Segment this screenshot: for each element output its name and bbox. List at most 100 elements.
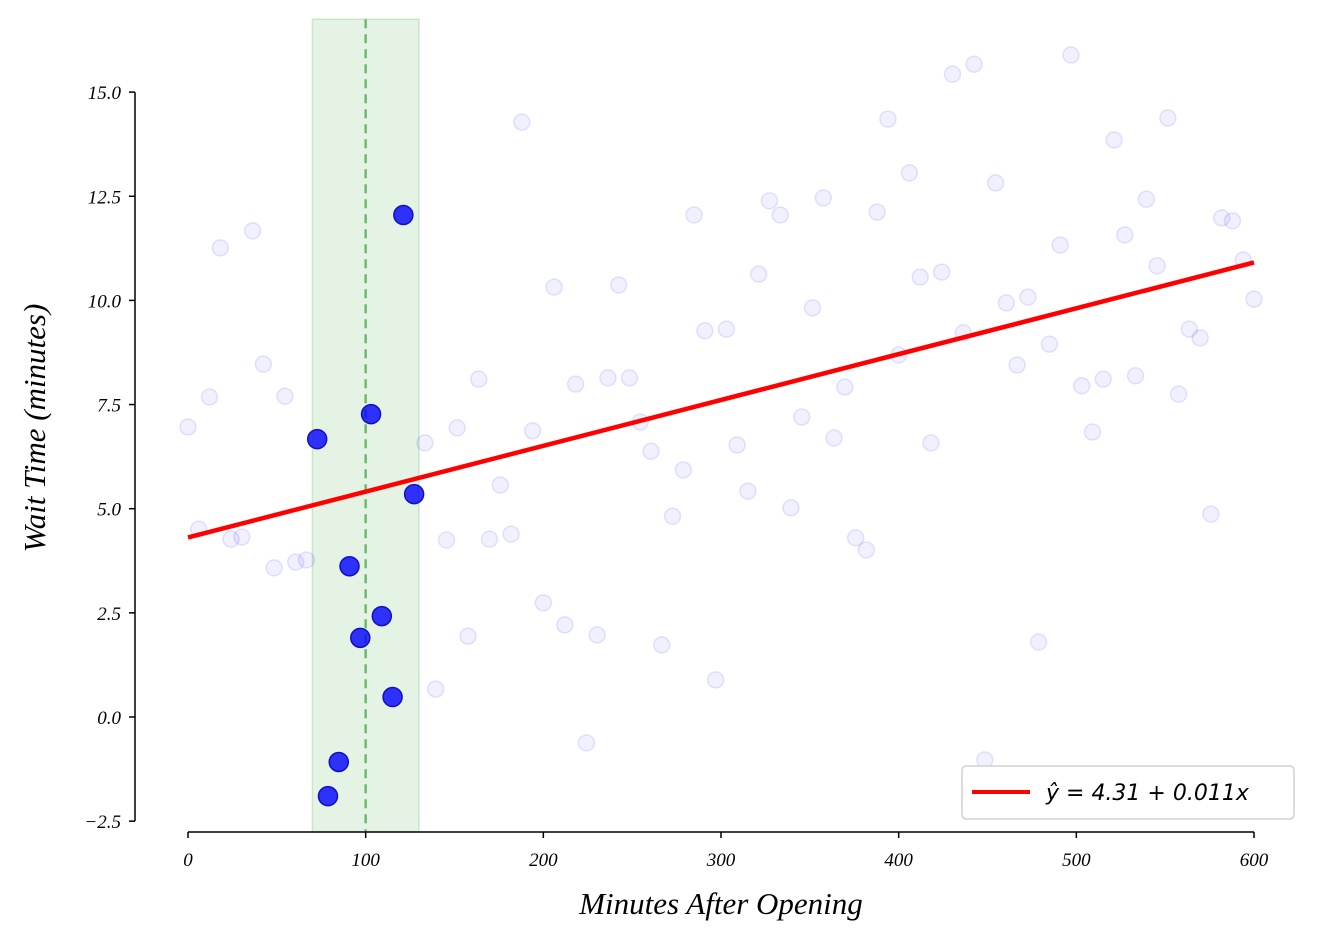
background-point	[1148, 257, 1166, 275]
legend: ŷ = 4.31 + 0.011x	[961, 765, 1295, 820]
x-tick-label: 200	[529, 850, 558, 871]
highlighted-point	[350, 627, 371, 649]
x-tick-label: 600	[1240, 850, 1269, 871]
background-point	[599, 369, 617, 387]
background-point	[653, 636, 671, 654]
background-point	[265, 559, 283, 577]
background-point	[286, 553, 305, 571]
y-axis-label: Wait Time (minutes)	[17, 304, 52, 553]
background-point	[588, 626, 606, 644]
x-tick-label: 400	[884, 850, 913, 871]
background-point	[739, 482, 757, 500]
background-point	[728, 436, 746, 454]
background-point	[825, 429, 843, 447]
background-point	[706, 671, 725, 689]
background-point	[545, 278, 563, 296]
background-point	[276, 387, 294, 405]
background-point	[1126, 367, 1145, 385]
background-point	[868, 203, 886, 221]
highlighted-point	[371, 605, 393, 627]
background-point	[749, 265, 768, 283]
background-point	[879, 110, 897, 128]
fit-line-layer	[187, 260, 1255, 540]
highlighted-point	[317, 785, 339, 807]
background-point	[663, 507, 682, 525]
axes: −2.5 0.0 2.5 5.0 7.5 10.0 12.5 15.0 0 100 200 300 40…	[84, 83, 1268, 871]
x-tick-label: 0	[183, 850, 193, 871]
background-point	[426, 680, 445, 698]
y-tick-label: 12.5	[88, 187, 121, 208]
x-tick-label: 500	[1062, 850, 1091, 871]
background-point	[922, 434, 940, 452]
background-point	[609, 276, 628, 294]
highlighted-point	[328, 751, 349, 773]
background-point	[566, 375, 585, 393]
y-tick-label: 5.0	[97, 500, 121, 521]
background-point	[1159, 109, 1177, 127]
background-point	[179, 418, 197, 436]
highlighted-point	[339, 555, 360, 577]
background-point	[1105, 131, 1123, 149]
background-point	[717, 320, 736, 338]
highlighted-point	[393, 204, 414, 226]
background-point	[459, 627, 477, 645]
background-point	[932, 263, 951, 281]
background-point	[1019, 288, 1037, 306]
background-point	[480, 530, 499, 548]
background-point	[685, 206, 703, 224]
highlight-window-layer	[311, 18, 420, 833]
background-point	[523, 422, 542, 440]
background-point	[1116, 226, 1134, 244]
highlighted-point	[306, 428, 328, 450]
background-point	[1169, 385, 1188, 403]
background-point	[836, 378, 854, 396]
background-point	[243, 222, 262, 240]
background-point	[491, 476, 510, 494]
background-point	[1245, 290, 1263, 308]
background-point	[782, 499, 800, 517]
background-point	[200, 388, 219, 406]
y-tick-label: 0.0	[97, 708, 121, 729]
background-point	[1040, 335, 1059, 353]
background-point	[1137, 190, 1156, 208]
fit-line	[187, 260, 1255, 540]
y-tick-label: 2.5	[97, 604, 121, 625]
background-point	[943, 65, 962, 83]
background-point	[1191, 329, 1209, 347]
background-point	[437, 531, 456, 549]
background-point	[1008, 356, 1026, 374]
background-points	[179, 46, 1263, 769]
background-point	[222, 530, 240, 548]
background-point	[1072, 377, 1091, 395]
background-point	[771, 206, 789, 224]
y-tick-label: 7.5	[97, 396, 121, 417]
x-tick-label: 300	[706, 850, 736, 871]
background-point	[986, 174, 1005, 192]
legend-label: ŷ = 4.31 + 0.011x	[1045, 781, 1250, 806]
highlighted-points	[306, 204, 425, 807]
background-point	[1202, 505, 1220, 523]
background-point	[1062, 46, 1080, 64]
highlighted-point	[403, 483, 425, 505]
background-point	[513, 113, 531, 131]
background-point	[911, 268, 929, 286]
highlighted-point	[382, 686, 403, 708]
background-point	[1029, 633, 1048, 651]
background-point	[1094, 370, 1113, 388]
background-point	[1223, 212, 1242, 230]
background-point	[696, 322, 714, 340]
background-point	[233, 528, 251, 546]
background-point	[814, 189, 833, 207]
background-point	[211, 239, 230, 257]
background-point	[448, 419, 466, 437]
background-point	[793, 408, 811, 426]
background-point	[1051, 236, 1069, 254]
legend-frame	[961, 765, 1295, 820]
y-tick-label: 10.0	[88, 291, 122, 312]
x-tick-label: 100	[351, 850, 380, 871]
background-point	[1083, 423, 1102, 441]
background-point	[674, 461, 693, 479]
background-point	[997, 294, 1016, 312]
background-point	[857, 541, 876, 559]
